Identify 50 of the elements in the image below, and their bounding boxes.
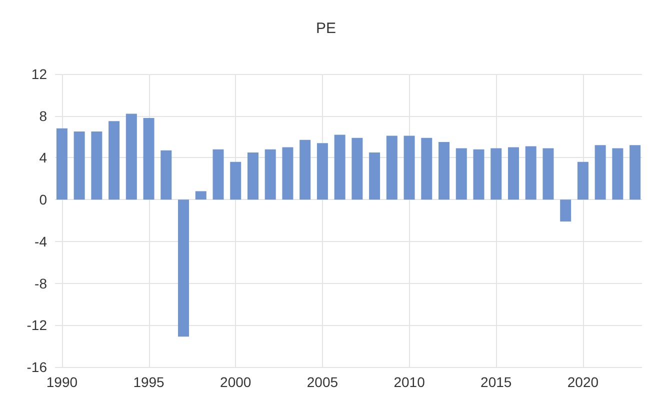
bar [126, 114, 137, 200]
bar [195, 191, 206, 200]
bar [264, 149, 276, 200]
bar [456, 148, 467, 200]
bar [334, 134, 346, 200]
y-tick-label: 0 [39, 192, 48, 208]
bar [91, 132, 102, 200]
bar [542, 148, 554, 200]
bar [316, 143, 328, 200]
bar [473, 149, 484, 200]
bar [282, 147, 294, 200]
y-tick-label: -16 [26, 359, 48, 375]
bar [108, 121, 120, 200]
x-tick-label: 2015 [480, 374, 512, 390]
bar [421, 138, 432, 200]
y-tick-label: -12 [26, 317, 48, 334]
bar [560, 200, 572, 222]
x-tick-label: 1990 [46, 374, 78, 390]
bar [212, 149, 224, 200]
y-tick-label: 8 [39, 108, 48, 124]
bar [508, 147, 519, 200]
bar [525, 146, 536, 200]
x-tick-label: 2000 [220, 374, 252, 390]
bar [247, 152, 258, 200]
x-tick-label: 2005 [306, 374, 338, 390]
bar [160, 150, 172, 200]
bar [490, 148, 502, 200]
bar [230, 162, 242, 200]
bar [369, 152, 380, 200]
bar [178, 200, 190, 337]
bar [577, 162, 588, 200]
bar [630, 145, 641, 200]
y-tick-label: -8 [34, 275, 48, 292]
bar [594, 145, 606, 200]
y-tick-label: -4 [34, 233, 48, 250]
bar [56, 128, 68, 200]
x-tick-label: 2010 [394, 374, 426, 390]
chart-title: PE [316, 20, 336, 37]
bar [300, 140, 311, 200]
bar [438, 142, 450, 200]
x-tick-label: 1995 [133, 374, 165, 390]
bar [612, 148, 624, 200]
y-tick-label: 12 [31, 66, 48, 82]
bar [404, 136, 415, 200]
bar [352, 138, 363, 200]
bar [143, 118, 154, 200]
x-tick-label: 2020 [567, 374, 599, 390]
bar [74, 132, 85, 200]
bar [386, 136, 398, 200]
y-tick-label: 4 [39, 150, 48, 166]
